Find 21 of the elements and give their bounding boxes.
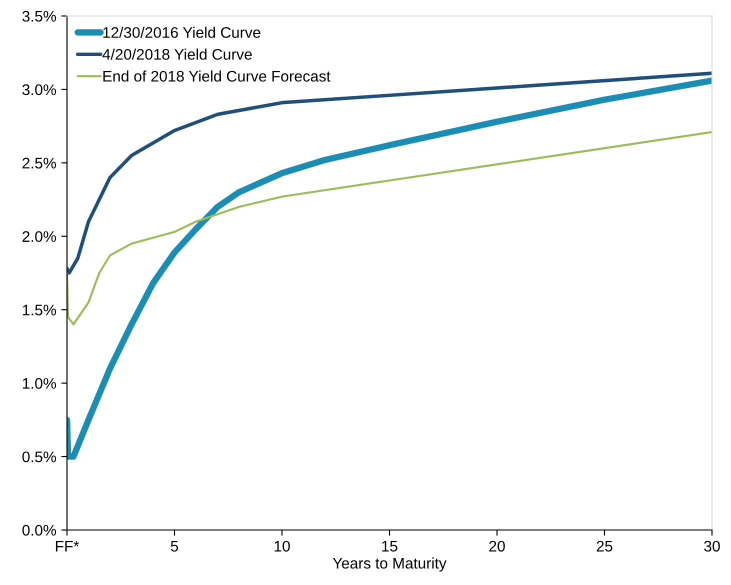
y-tick-label: 0.0% <box>22 524 56 536</box>
legend-label: 4/20/2018 Yield Curve <box>102 48 252 60</box>
x-axis-title: Years to Maturity <box>332 557 447 572</box>
x-tick-label: 30 <box>704 540 720 552</box>
x-tick-label: FF* <box>56 540 80 552</box>
x-tick-label: 25 <box>596 540 612 552</box>
x-tick-label: 10 <box>274 540 290 552</box>
y-tick-label: 1.5% <box>22 304 56 316</box>
x-tick-label: 15 <box>382 540 398 552</box>
y-tick-label: 2.5% <box>22 158 56 169</box>
y-tick-label: 3.0% <box>22 84 56 96</box>
x-tick-label: 20 <box>489 540 505 552</box>
legend-label: 12/30/2016 Yield Curve <box>103 26 260 38</box>
y-tick-label: 2.0% <box>22 231 56 242</box>
y-tick-label: 3.5% <box>22 10 56 22</box>
line-series <box>67 130 712 326</box>
line-series <box>67 72 712 275</box>
y-tick-label: 0.5% <box>22 451 56 462</box>
legend-label: End of 2018 Yield Curve Forecast <box>103 70 330 82</box>
x-tick-label: 5 <box>170 540 178 552</box>
y-tick-label: 1.0% <box>22 378 56 389</box>
